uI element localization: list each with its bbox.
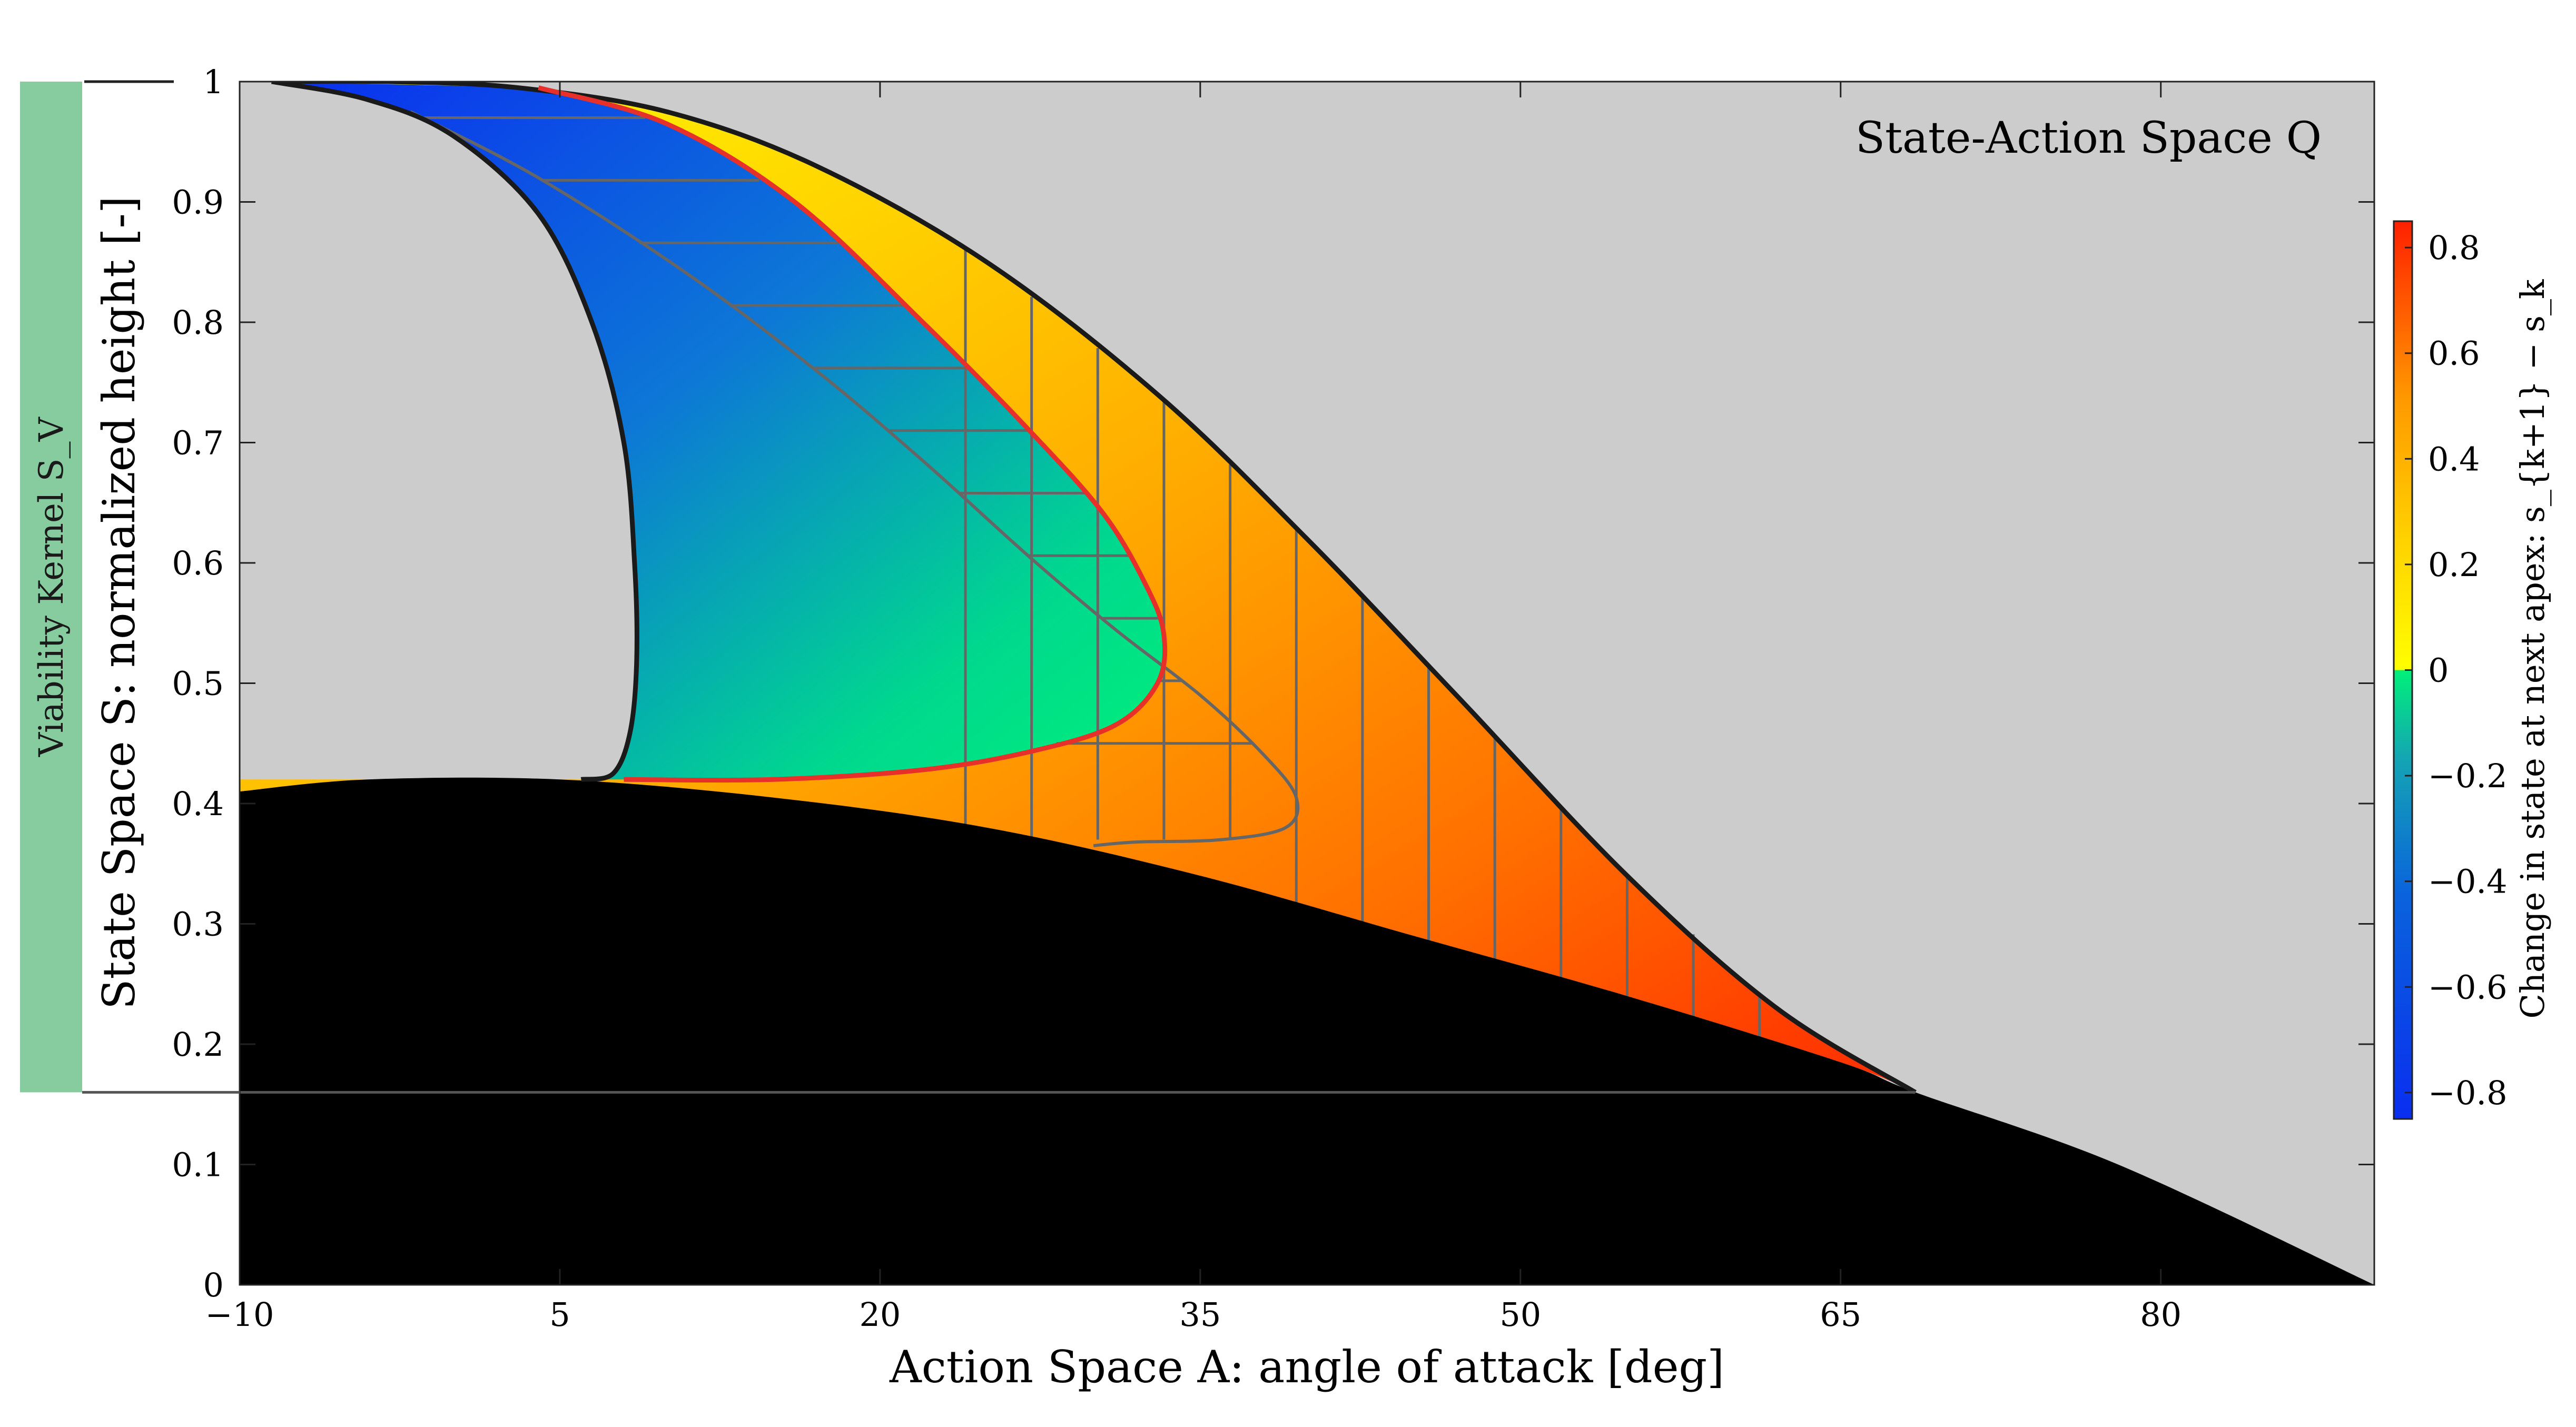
negative-change-region: [271, 82, 1165, 780]
colorbar-tick-label: 0.6: [2428, 334, 2480, 373]
y-axis-ticks: 0 0.1 0.2 0.3 0.4 0.5 0.6 0.7 0.8 0.9 1: [172, 63, 2374, 1304]
viability-kernel-label: Viability Kernel S_V: [32, 416, 71, 757]
outer-upper-boundary: [271, 82, 1917, 1095]
x-axis-label: Action Space A: angle of attack [deg]: [889, 1341, 1724, 1393]
x-tick-label: 20: [859, 1295, 901, 1334]
colorbar-tick-label: −0.6: [2428, 968, 2508, 1006]
viability-kernel-bar: [20, 82, 82, 1093]
colorbar-tick-label: 0: [2428, 651, 2449, 690]
y-tick-label: 1: [203, 63, 224, 101]
colorbar-tick-label: −0.4: [2428, 863, 2508, 901]
inner-left-boundary: [271, 82, 639, 782]
y-tick-label: 0.5: [172, 665, 224, 703]
x-tick-label: 80: [2140, 1295, 2182, 1334]
vertical-hatch-lines: [964, 250, 1761, 1037]
failure-region: [240, 777, 2374, 1285]
x-tick-label: 5: [549, 1295, 570, 1334]
state-action-space-annotation: State-Action Space Q: [1855, 113, 2322, 163]
colorbar-tick-label: −0.2: [2428, 757, 2508, 795]
y-tick-label: 0.2: [172, 1025, 224, 1064]
inner-infeasible-region: [240, 82, 637, 780]
x-axis-ticks: −10 5 20 35 50 65 80: [205, 82, 2182, 1334]
x-tick-label: 50: [1499, 1295, 1541, 1334]
y-tick-label: 0.9: [172, 183, 224, 222]
viable-negative-boundary: [538, 85, 1168, 783]
y-tick-label: 0.4: [172, 785, 224, 823]
y-tick-label: 0.6: [172, 544, 224, 582]
y-tick-label: 0.7: [172, 424, 224, 462]
y-axis-label: State Space S: normalized height [-]: [93, 196, 145, 1009]
colorbar-label: Change in state at next apex: s_{k+1} − …: [2513, 279, 2552, 1018]
plot-area: [240, 82, 2374, 1285]
x-tick-label: −10: [205, 1295, 274, 1334]
colorbar-tick-label: 0.8: [2428, 229, 2480, 267]
hatched-region-boundary: [409, 110, 1300, 847]
colorbar-ticks: −0.8 −0.6 −0.4 −0.2 0 0.2 0.4 0.6 0.8: [2405, 229, 2508, 1112]
y-tick-label: 0.1: [172, 1146, 224, 1184]
y-tick-label: 0.8: [172, 303, 224, 342]
horizontal-hatch-lines: [422, 116, 1252, 745]
x-tick-label: 65: [1820, 1295, 1861, 1334]
colorbar-tick-label: −0.8: [2428, 1074, 2508, 1112]
x-tick-label: 35: [1179, 1295, 1221, 1334]
y-tick-label: 0.3: [172, 905, 224, 944]
y-tick-label: 0: [203, 1266, 224, 1304]
colorbar-tick-label: 0.2: [2428, 546, 2480, 584]
colorbar-tick-label: 0.4: [2428, 440, 2480, 478]
